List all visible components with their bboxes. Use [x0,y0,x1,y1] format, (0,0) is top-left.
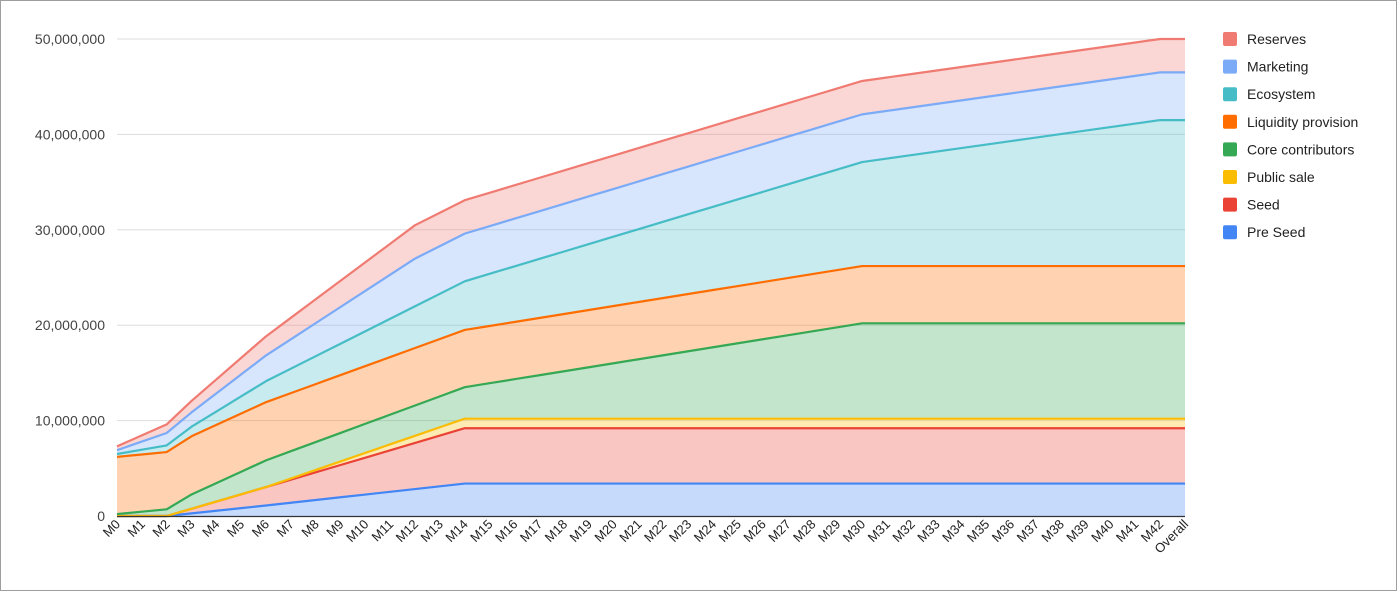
y-tick-label: 40,000,000 [35,126,105,142]
legend-label: Pre Seed [1247,224,1305,240]
legend-swatch [1223,225,1237,240]
area-pre-seed[interactable] [117,483,1185,516]
x-tick-label: M9 [323,517,346,540]
x-tick-label: M33 [914,517,942,545]
x-tick-label: M15 [467,517,495,545]
legend-label: Seed [1247,197,1280,213]
x-tick-label: M19 [567,517,595,545]
y-tick-label: 0 [97,508,105,524]
x-tick-label: M5 [224,517,247,540]
x-tick-label: M26 [740,517,768,545]
x-tick-label: M28 [790,517,818,545]
legend-item-core-contributors[interactable]: Core contributors [1223,141,1354,157]
x-axis-ticks: M0 M1 M2 M3 M4 M5 M6 M7 M8 M9M10M11M12M13M14M15M1… [100,516,1191,556]
x-tick-label: M4 [199,517,222,540]
x-tick-label: M1 [125,517,148,540]
legend-swatch [1223,87,1237,102]
line-pre-seed[interactable] [117,482,1185,518]
x-tick-label: M41 [1113,517,1141,545]
legend-swatch [1223,197,1237,212]
x-tick-label: M32 [889,517,917,545]
legend-item-ecosystem[interactable]: Ecosystem [1223,86,1315,102]
legend: Reserves Marketing Ecosystem Liquidity prov… [1223,31,1358,240]
line-reserves[interactable] [116,37,1185,448]
line-seed[interactable] [117,427,1185,518]
area-marketing[interactable] [117,72,1185,454]
legend-item-reserves[interactable]: Reserves [1223,31,1306,47]
area-core-contributors[interactable] [117,323,1185,516]
y-tick-label: 30,000,000 [35,222,105,238]
legend-swatch [1223,114,1237,129]
legend-swatch [1223,32,1237,46]
x-tick-label: M22 [641,517,669,545]
y-tick-label: 50,000,000 [35,31,105,47]
area-reserves[interactable] [117,39,1185,451]
line-liquidity-provision[interactable] [116,264,1185,458]
x-tick-label: M13 [418,517,446,545]
legend-swatch [1223,59,1237,74]
y-tick-label: 20,000,000 [35,317,105,333]
legend-label: Reserves [1247,31,1306,47]
x-tick-label: M7 [274,517,297,540]
x-tick-label: M27 [765,517,793,545]
x-tick-label: M6 [249,517,272,540]
legend-label: Core contributors [1247,141,1354,157]
legend-label: Ecosystem [1247,86,1315,102]
x-tick-label: M34 [939,517,967,545]
legend-swatch [1223,142,1237,157]
x-tick-label: M17 [517,517,545,545]
area-liquidity-provision[interactable] [117,266,1185,515]
x-tick-label: M21 [616,517,644,545]
area-ecosystem[interactable] [117,120,1185,457]
x-tick-label: M30 [840,517,868,545]
line-marketing[interactable] [116,71,1185,452]
legend-item-liquidity-provision[interactable]: Liquidity provision [1223,114,1358,130]
y-tick-label: 10,000,000 [35,413,105,429]
x-tick-label: M10 [343,517,371,545]
legend-swatch [1223,170,1237,184]
x-tick-label: M20 [591,517,619,545]
line-public-sale[interactable] [117,417,1185,518]
x-tick-label: M37 [1014,517,1042,545]
area-fills [117,39,1185,516]
y-axis-ticks: 0 10,000,000 20,000,000 30,000,000 40,000,00… [35,31,105,524]
x-tick-label: M40 [1088,517,1116,545]
series-lines [116,37,1185,518]
x-tick-label: M25 [716,517,744,545]
x-tick-label: M11 [369,517,397,545]
x-tick-label: M39 [1063,517,1091,545]
legend-item-public-sale[interactable]: Public sale [1223,169,1315,185]
x-tick-label: M35 [964,517,992,545]
legend-item-seed[interactable]: Seed [1223,197,1280,213]
legend-item-pre-seed[interactable]: Pre Seed [1223,224,1305,240]
x-tick-label: M18 [542,517,570,545]
x-tick-label: M23 [666,517,694,545]
legend-item-marketing[interactable]: Marketing [1223,59,1308,75]
legend-label: Public sale [1247,169,1315,185]
x-tick-label: M36 [989,517,1017,545]
legend-label: Liquidity provision [1247,114,1358,130]
x-tick-label: M2 [149,517,172,540]
x-tick-label: M12 [393,517,421,545]
x-tick-label: M3 [174,517,197,540]
x-tick-label: M14 [442,517,470,545]
x-tick-label: M31 [865,517,893,545]
area-seed[interactable] [117,428,1185,516]
x-tick-label: M24 [691,517,719,545]
x-tick-label: M29 [815,517,843,545]
line-core-contributors[interactable] [116,322,1185,516]
x-tick-label: M16 [492,517,520,545]
gridlines [117,38,1185,422]
legend-label: Marketing [1247,59,1308,75]
x-tick-label: M38 [1038,517,1066,545]
line-ecosystem[interactable] [116,118,1185,456]
x-tick-label: M8 [298,517,321,540]
